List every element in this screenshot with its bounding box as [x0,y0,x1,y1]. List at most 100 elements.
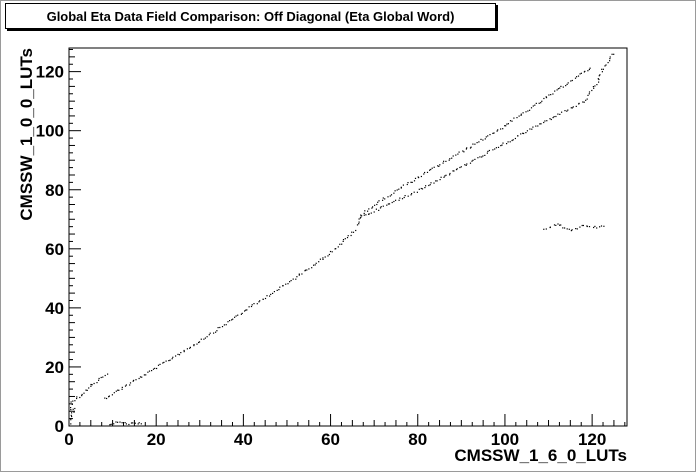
scatter-point-series-3 [81,393,83,396]
scatter-point-series-3 [70,401,72,403]
scatter-point-series-1 [433,166,435,168]
scatter-point-series-0 [129,382,132,384]
scatter-point-series-0 [206,336,208,338]
scatter-point-series-1 [400,187,402,189]
scatter-point-series-3 [83,392,85,394]
scatter-point-series-2 [370,212,372,214]
scatter-point-series-1 [469,147,472,149]
scatter-point-series-1 [496,130,498,132]
scatter-point-series-1 [520,113,522,115]
scatter-point-series-3 [104,374,106,377]
scatter-point-series-1 [576,76,578,78]
scatter-point-series-2 [602,68,604,70]
scatter-point-series-1 [390,194,393,196]
scatter-point-series-2 [421,188,424,190]
scatter-point-series-5 [124,422,126,424]
x-tick-label: 60 [321,430,340,449]
scatter-point-series-0 [183,351,185,353]
scatter-point-series-2 [398,199,400,201]
scatter-point-series-0 [203,338,205,340]
scatter-point-series-1 [506,123,508,125]
scatter-point-series-2 [586,98,588,100]
scatter-point-series-4 [74,407,76,410]
scatter-point-series-1 [565,85,567,87]
scatter-point-series-4 [70,419,72,421]
scatter-point-series-1 [511,120,513,122]
scatter-point-series-1 [584,70,586,72]
scatter-point-series-2 [607,62,609,64]
scatter-point-series-2 [368,213,370,215]
scatter-point-series-2 [380,206,382,208]
scatter-point-series-1 [382,199,384,201]
scatter-point-series-1 [462,150,464,152]
scatter-point-series-1 [472,143,474,145]
scatter-point-series-2 [578,102,580,104]
scatter-point-series-0 [168,360,170,362]
scatter-point-series-1 [398,188,400,190]
scatter-point-series-3 [96,382,98,384]
scatter-point-series-1 [557,88,559,90]
scatter-point-series-0 [298,273,300,275]
scatter-point-series-6 [559,224,561,226]
scatter-point-series-2 [532,126,534,128]
scatter-point-series-3 [70,409,72,411]
scatter-point-series-0 [132,380,134,382]
scatter-point-series-2 [511,139,513,142]
scatter-point-series-1 [550,94,552,96]
scatter-point-series-1 [516,117,518,119]
scatter-point-series-2 [453,170,455,172]
scatter-point-series-6 [581,224,583,227]
scatter-point-series-5 [110,423,112,425]
scatter-point-series-0 [266,295,268,297]
scatter-point-series-2 [583,101,585,103]
scatter-point-series-6 [549,226,551,228]
scatter-point-series-0 [189,347,191,349]
scatter-point-series-0 [232,318,234,320]
scatter-point-series-1 [458,151,460,153]
scatter-point-series-6 [586,225,588,228]
scatter-point-series-0 [344,238,346,240]
scatter-point-series-2 [506,143,508,145]
scatter-point-series-0 [117,389,119,391]
scatter-point-series-2 [449,172,451,175]
scatter-point-series-2 [571,107,573,109]
scatter-point-series-2 [557,113,559,115]
scatter-point-series-3 [71,403,73,405]
scatter-point-series-2 [443,176,445,178]
scatter-point-series-0 [217,327,219,329]
scatter-point-series-2 [544,120,546,122]
scatter-point-series-0 [241,312,243,314]
scatter-point-series-1 [574,77,577,79]
y-tick-label: 80 [45,181,64,200]
scatter-point-series-2 [459,166,461,169]
scatter-point-series-1 [588,68,590,71]
scatter-point-series-4 [71,412,73,414]
scatter-point-series-0 [169,359,171,361]
scatter-point-series-0 [328,253,330,256]
scatter-point-series-0 [290,280,292,282]
scatter-point-series-0 [240,313,242,315]
scatter-point-series-0 [245,309,247,311]
scatter-point-series-1 [363,212,365,214]
scatter-point-series-1 [445,160,447,162]
scatter-point-series-0 [235,315,237,317]
scatter-point-series-0 [270,293,272,295]
scatter-point-series-0 [198,341,201,343]
scatter-point-series-2 [512,139,514,141]
scatter-point-series-0 [227,321,229,323]
scatter-point-series-6 [570,230,572,232]
scatter-point-series-0 [262,298,264,300]
scatter-point-series-0 [163,361,165,363]
scatter-point-series-2 [605,64,607,66]
scatter-point-series-4 [70,423,72,425]
scatter-point-series-2 [564,110,566,112]
scatter-point-series-0 [118,389,120,391]
scatter-point-series-3 [88,387,90,389]
scatter-point-series-1 [529,109,531,111]
scatter-point-series-0 [276,289,278,291]
scatter-point-series-2 [407,195,409,197]
scatter-point-series-0 [219,326,221,329]
scatter-point-series-2 [486,152,488,154]
scatter-point-series-1 [411,181,413,183]
